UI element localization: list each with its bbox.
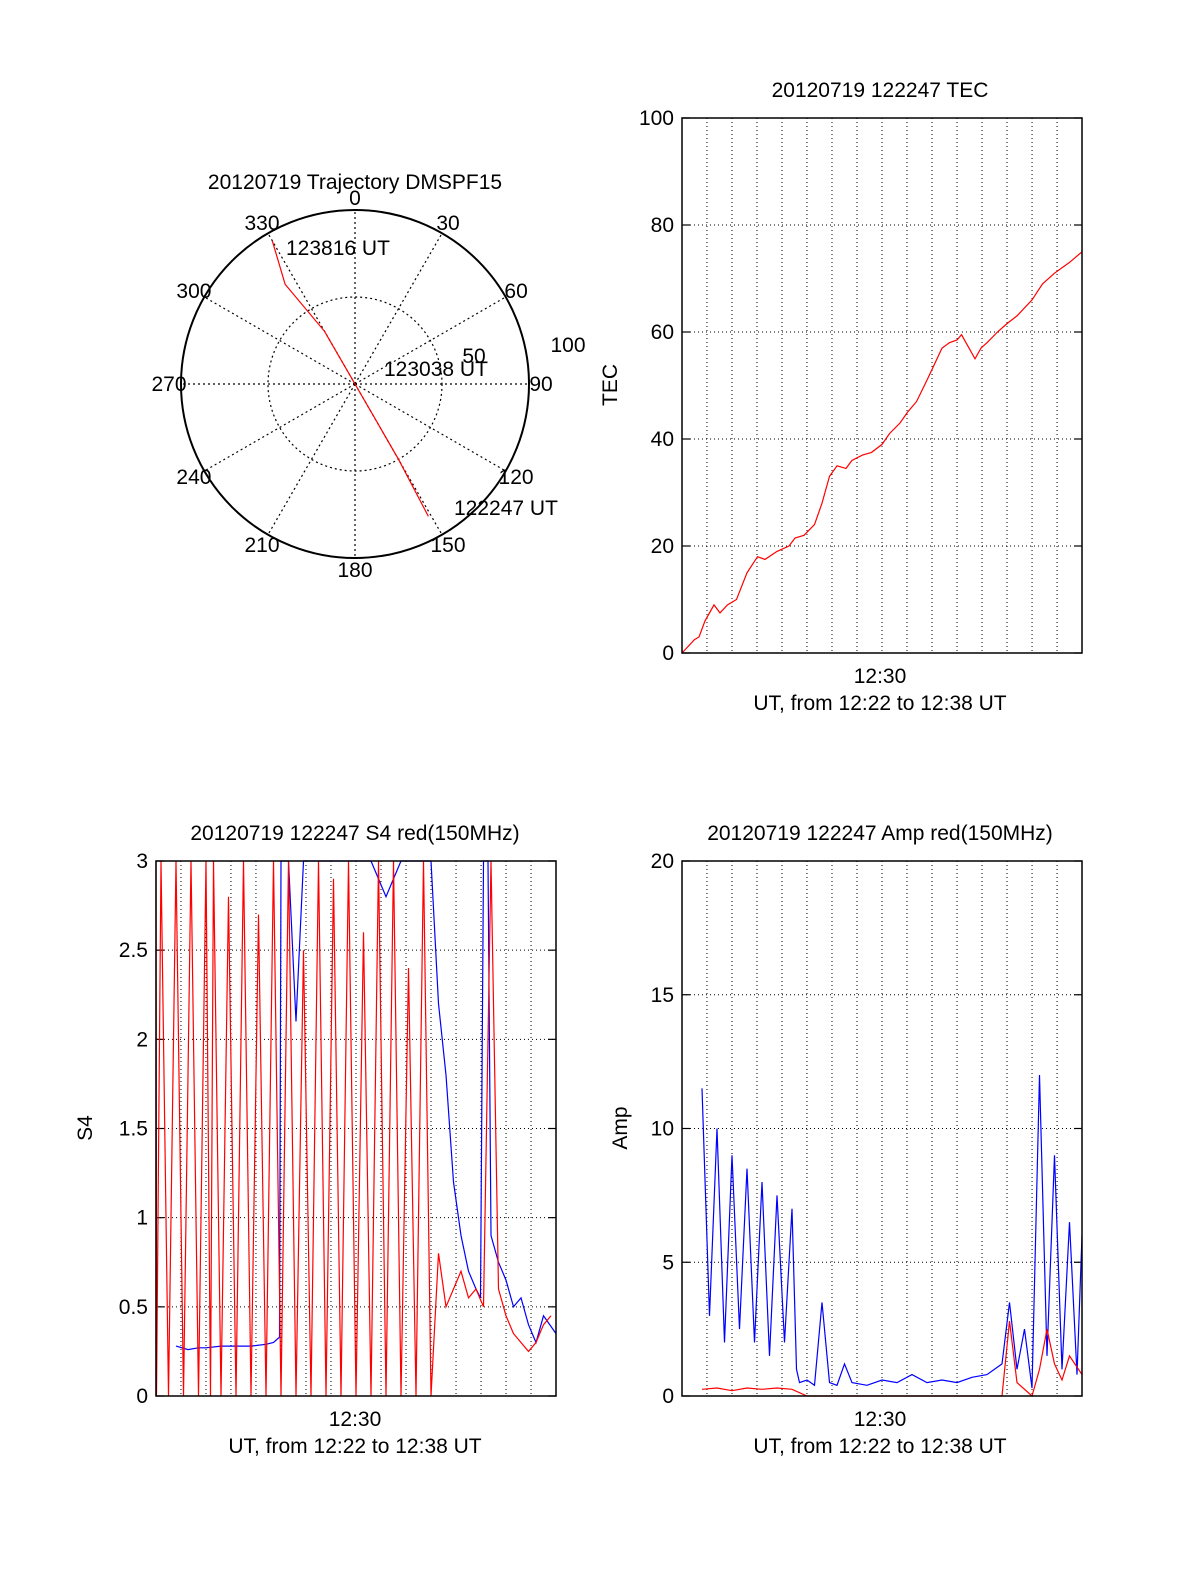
polar-angle-label: 90 xyxy=(529,373,552,396)
polar-angle-label: 270 xyxy=(151,373,186,396)
polar-spoke xyxy=(204,296,356,385)
tec-ytick-label: 20 xyxy=(651,535,674,558)
amp-ytick-label: 5 xyxy=(662,1251,674,1274)
trajectory-panel: 20120719 Trajectory DMSPF15 0 30 60 90 120 15… xyxy=(151,171,585,582)
polar-angle-label: 60 xyxy=(504,280,527,303)
amp-ylabel: Amp xyxy=(609,1106,632,1149)
amp-series-blue xyxy=(701,1074,1083,1389)
polar-spoke xyxy=(354,383,506,472)
amp-xtick-label: 12:30 xyxy=(854,1408,907,1431)
amp-panel: 20120719 122247 Amp red(150MHz) Amp 12:3… xyxy=(609,822,1083,1458)
polar-spoke xyxy=(354,296,506,385)
amp-ytick-label: 10 xyxy=(651,1118,674,1141)
tec-ytick-label: 80 xyxy=(651,214,674,237)
polar-angle-label: 210 xyxy=(244,534,279,557)
s4-ytick-label: 1.5 xyxy=(119,1118,148,1141)
trajectory-annotation-mid: 123038 UT xyxy=(384,358,488,381)
amp-ytick-label: 15 xyxy=(651,984,674,1007)
amp-title: 20120719 122247 Amp red(150MHz) xyxy=(707,822,1053,845)
tec-ytick-label: 0 xyxy=(662,642,674,665)
polar-spoke xyxy=(267,233,356,385)
polar-spoke xyxy=(267,383,356,535)
polar-angle-label: 330 xyxy=(244,212,279,235)
tec-ytick-label: 60 xyxy=(651,321,674,344)
polar-angle-label: 180 xyxy=(337,559,372,582)
polar-angle-label: 30 xyxy=(436,212,459,235)
amp-xlabel: UT, from 12:22 to 12:38 UT xyxy=(753,1435,1006,1458)
trajectory-line xyxy=(271,240,429,517)
s4-ytick-label: 1 xyxy=(136,1207,148,1230)
s4-series-red xyxy=(155,860,552,1397)
s4-ytick-label: 0.5 xyxy=(119,1296,148,1319)
polar-spoke xyxy=(354,233,443,385)
polar-angle-labels: 0 30 60 90 120 150 180 210 240 270 300 330 xyxy=(151,187,552,582)
polar-angle-label: 300 xyxy=(176,280,211,303)
s4-ylabel: S4 xyxy=(74,1115,97,1141)
trajectory-title: 20120719 Trajectory DMSPF15 xyxy=(208,171,502,194)
s4-plot-frame xyxy=(155,860,557,1397)
polar-radial-label-50: 50 xyxy=(462,345,485,368)
tec-plot-frame xyxy=(681,117,1083,654)
tec-ytick-label: 100 xyxy=(639,107,674,130)
tec-ytick-label: 40 xyxy=(651,428,674,451)
s4-ytick-label: 2.5 xyxy=(119,939,148,962)
polar-angle-label: 120 xyxy=(499,466,534,489)
amp-ytick-label: 20 xyxy=(651,850,674,873)
tec-title: 20120719 122247 TEC xyxy=(772,79,989,102)
tec-panel: 20120719 122247 TEC TEC 12:30 UT, from 1… xyxy=(599,79,1083,715)
trajectory-annotation-start: 122247 UT xyxy=(454,497,558,520)
s4-ytick-label: 0 xyxy=(136,1385,148,1408)
polar-radial-label-100: 100 xyxy=(550,334,585,357)
trajectory-annotation-end: 123816 UT xyxy=(286,237,390,260)
s4-title: 20120719 122247 S4 red(150MHz) xyxy=(190,822,519,845)
s4-xtick-label: 12:30 xyxy=(329,1408,382,1431)
polar-angle-label: 0 xyxy=(349,187,361,210)
s4-ytick-label: 3 xyxy=(136,850,148,873)
s4-panel: 20120719 122247 S4 red(150MHz) S4 12:30 … xyxy=(74,822,557,1458)
polar-spoke xyxy=(204,383,356,472)
tec-series-red xyxy=(681,251,1083,654)
tec-xtick-label: 12:30 xyxy=(854,665,907,688)
s4-ytick-label: 2 xyxy=(136,1028,148,1051)
polar-outer-circle xyxy=(180,209,530,559)
tec-xlabel: UT, from 12:22 to 12:38 UT xyxy=(753,692,1006,715)
s4-xlabel: UT, from 12:22 to 12:38 UT xyxy=(228,1435,481,1458)
amp-ytick-label: 0 xyxy=(662,1385,674,1408)
amp-plot-frame xyxy=(681,860,1083,1397)
polar-angle-label: 150 xyxy=(430,534,465,557)
tec-ylabel: TEC xyxy=(599,364,622,406)
polar-angle-label: 240 xyxy=(176,466,211,489)
polar-grid xyxy=(180,209,530,559)
